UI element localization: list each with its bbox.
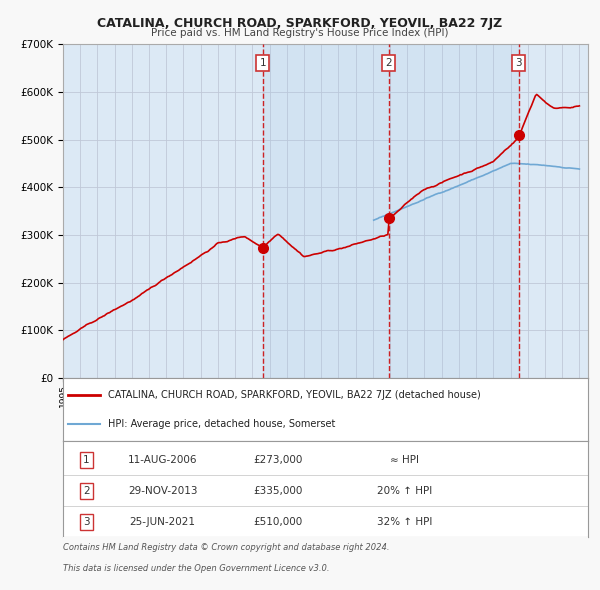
Text: 11-AUG-2006: 11-AUG-2006	[128, 455, 197, 466]
Text: HPI: Average price, detached house, Somerset: HPI: Average price, detached house, Some…	[107, 419, 335, 429]
Text: £335,000: £335,000	[254, 486, 303, 496]
Text: 2: 2	[83, 486, 90, 496]
Text: 1: 1	[83, 455, 90, 466]
Text: £510,000: £510,000	[254, 517, 303, 527]
Text: 25-JUN-2021: 25-JUN-2021	[130, 517, 196, 527]
Text: Price paid vs. HM Land Registry's House Price Index (HPI): Price paid vs. HM Land Registry's House …	[151, 28, 449, 38]
Text: 32% ↑ HPI: 32% ↑ HPI	[377, 517, 432, 527]
Text: £273,000: £273,000	[254, 455, 303, 466]
Text: This data is licensed under the Open Government Licence v3.0.: This data is licensed under the Open Gov…	[63, 563, 329, 572]
Text: 3: 3	[83, 517, 90, 527]
Text: 2: 2	[385, 58, 392, 68]
Text: 3: 3	[515, 58, 522, 68]
Text: ≈ HPI: ≈ HPI	[390, 455, 419, 466]
Text: 1: 1	[260, 58, 266, 68]
Text: 20% ↑ HPI: 20% ↑ HPI	[377, 486, 432, 496]
Text: Contains HM Land Registry data © Crown copyright and database right 2024.: Contains HM Land Registry data © Crown c…	[63, 543, 389, 552]
Bar	[263, 44, 519, 378]
Text: CATALINA, CHURCH ROAD, SPARKFORD, YEOVIL, BA22 7JZ: CATALINA, CHURCH ROAD, SPARKFORD, YEOVIL…	[97, 17, 503, 30]
Text: 29-NOV-2013: 29-NOV-2013	[128, 486, 197, 496]
Text: CATALINA, CHURCH ROAD, SPARKFORD, YEOVIL, BA22 7JZ (detached house): CATALINA, CHURCH ROAD, SPARKFORD, YEOVIL…	[107, 390, 481, 400]
